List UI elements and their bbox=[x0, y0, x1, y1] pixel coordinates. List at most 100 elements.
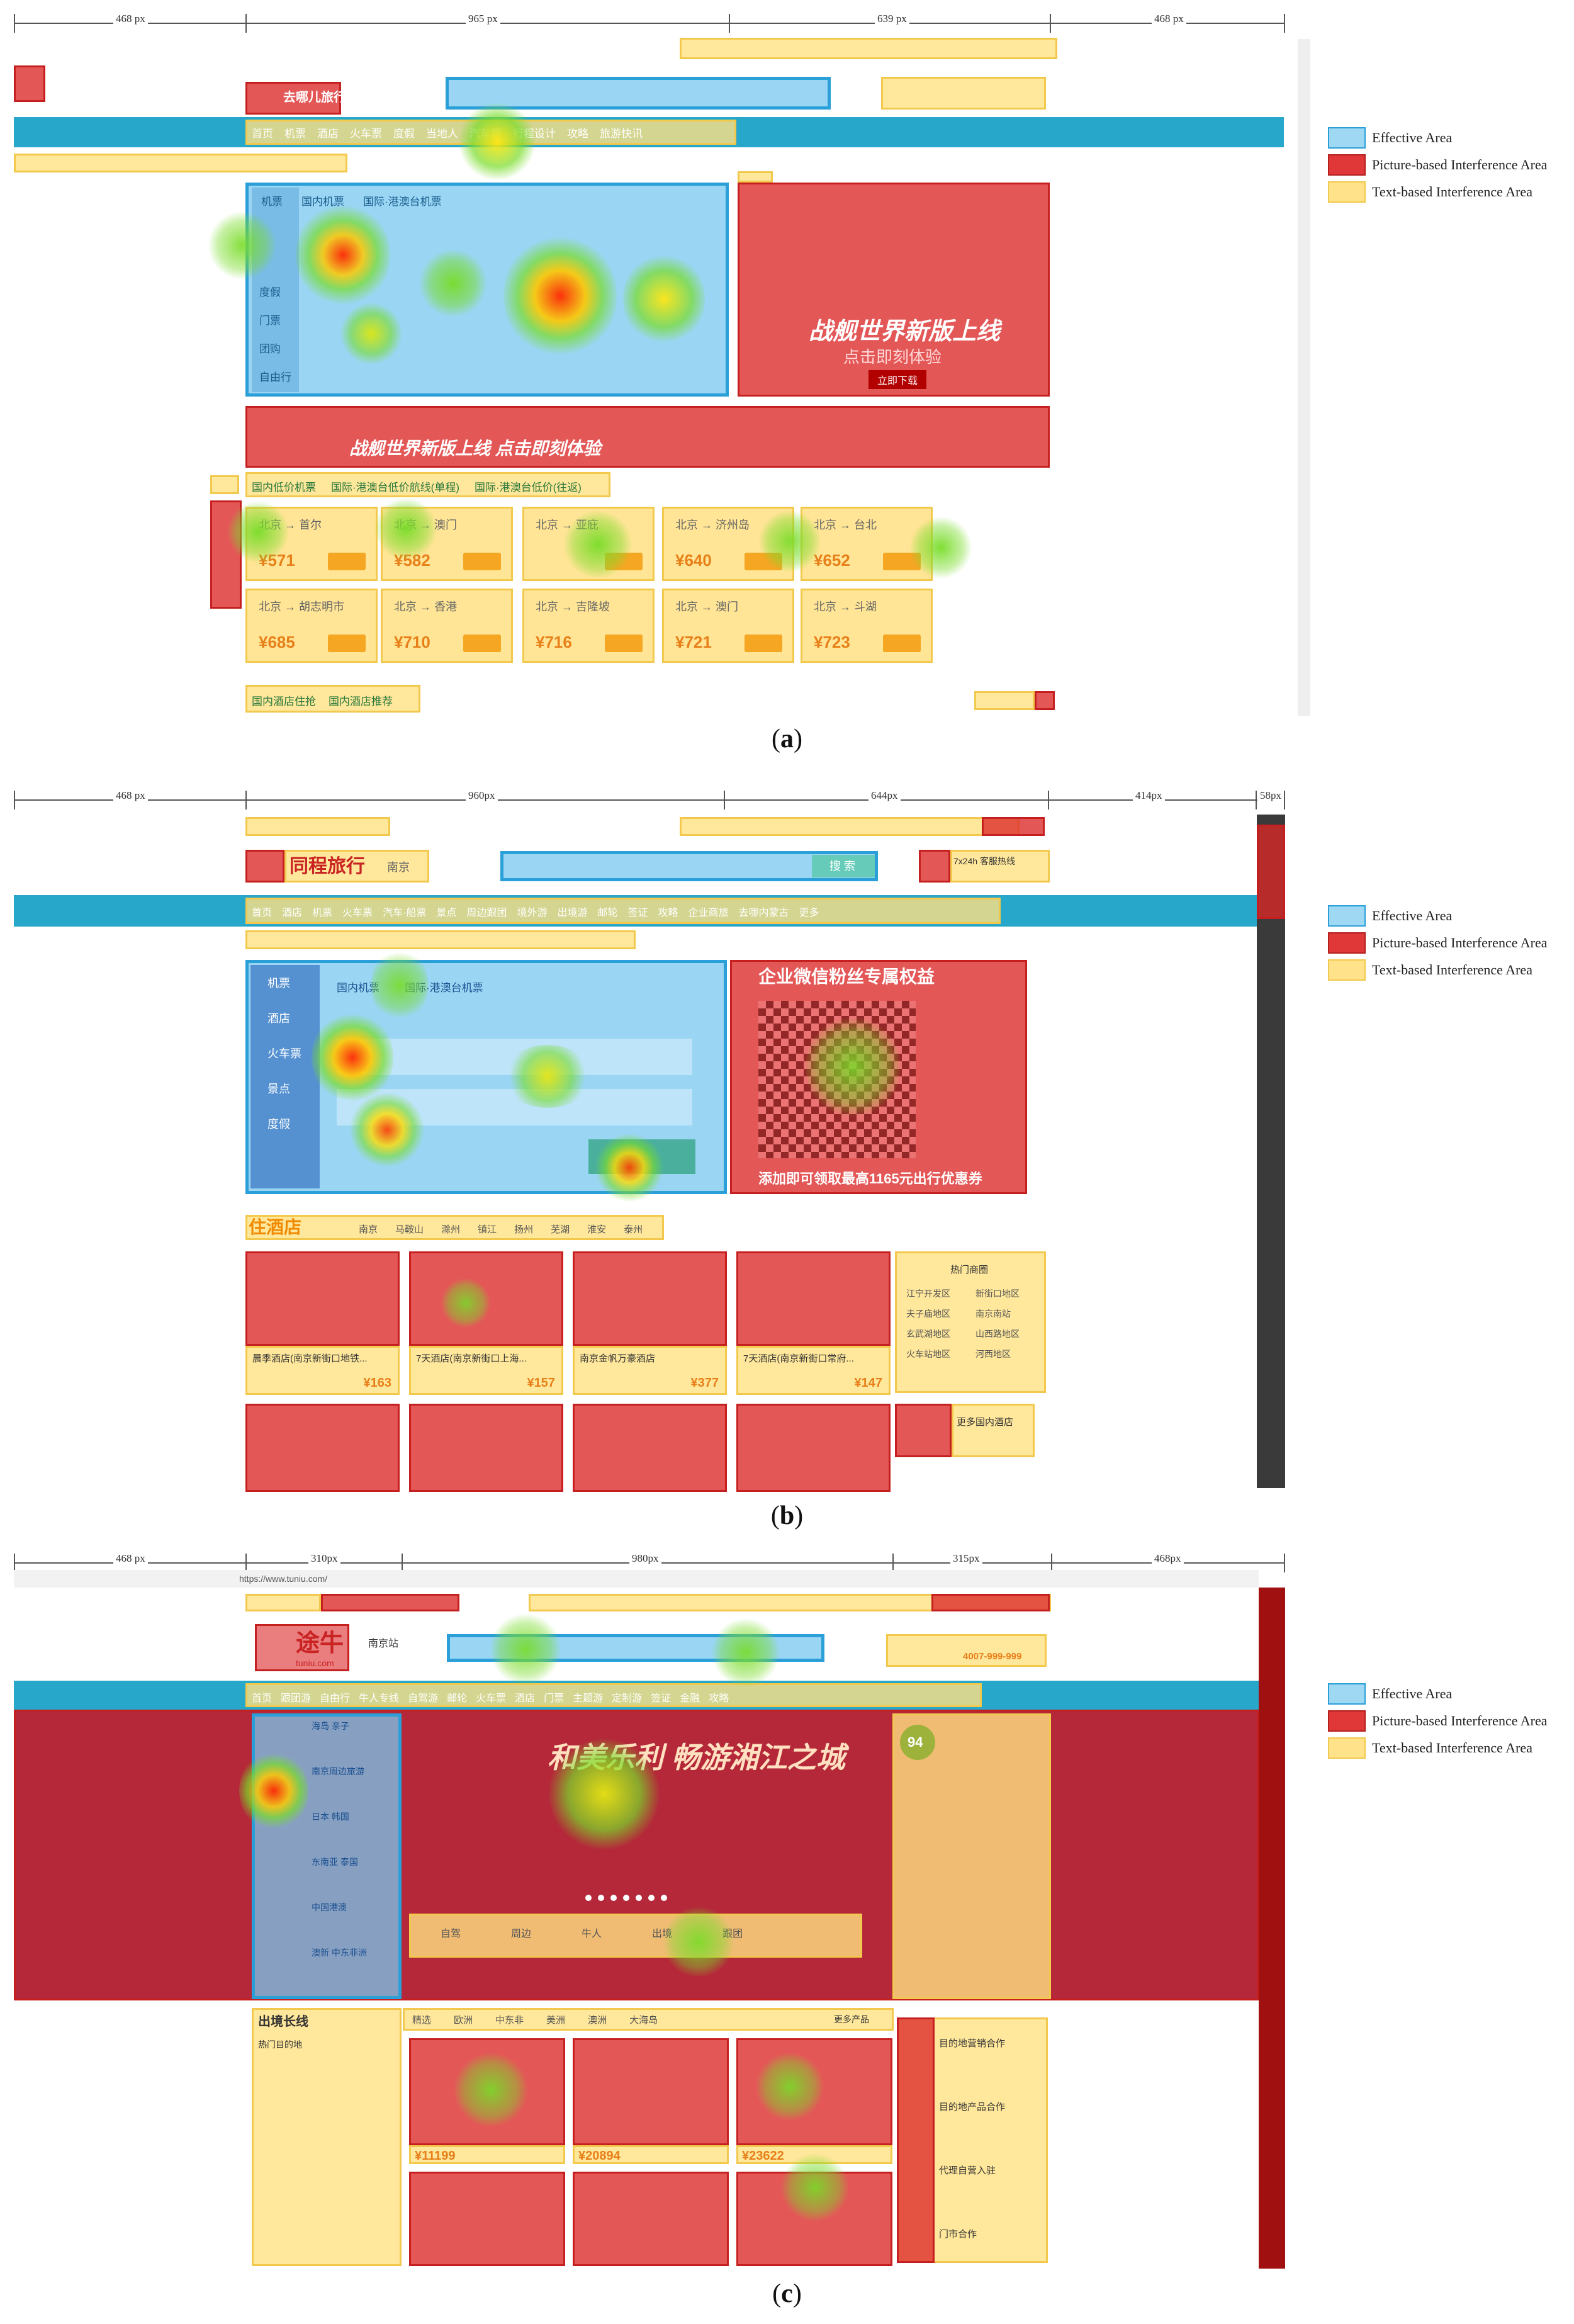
hotel-tabs[interactable] bbox=[245, 685, 420, 713]
hotel-photo[interactable] bbox=[573, 1251, 727, 1346]
right-toolbar[interactable] bbox=[1257, 815, 1285, 1488]
flight-price-card[interactable]: 北京 → 澳门 ¥721 bbox=[662, 589, 794, 663]
nav-item[interactable]: 牛人专线 bbox=[359, 1693, 400, 1704]
side-tab[interactable]: 景点 bbox=[267, 1083, 290, 1095]
nav-items[interactable] bbox=[245, 1683, 982, 1707]
tour-info[interactable]: ¥20894 bbox=[573, 2145, 729, 2164]
book-button[interactable] bbox=[463, 635, 501, 652]
nav-item[interactable]: 跟团游 bbox=[281, 1693, 312, 1704]
search-button[interactable] bbox=[812, 855, 875, 877]
top-icons[interactable] bbox=[931, 1594, 1050, 1611]
nav-item[interactable]: 境外游 bbox=[517, 908, 548, 918]
sub-links[interactable] bbox=[14, 154, 347, 172]
quick-link[interactable]: 周边 bbox=[511, 1929, 532, 1939]
hotel-photo[interactable] bbox=[736, 1404, 891, 1492]
region-tab[interactable]: 澳洲 bbox=[588, 2015, 607, 2026]
hotel-info[interactable]: 南京金帆万豪酒店 ¥377 bbox=[573, 1346, 727, 1395]
category-item[interactable]: 澳新 中东非洲 bbox=[312, 1948, 367, 1958]
partner-item[interactable]: 目的地产品合作 bbox=[939, 2102, 1006, 2112]
hotel-photo[interactable] bbox=[409, 1404, 563, 1492]
corner-ad-icon[interactable] bbox=[14, 65, 45, 102]
book-button[interactable] bbox=[883, 635, 921, 652]
nav-item[interactable]: 当地人 bbox=[426, 128, 458, 140]
carousel-dot[interactable] bbox=[610, 1895, 617, 1901]
flight-price-card[interactable]: 北京 → 香港 ¥710 bbox=[381, 589, 513, 663]
city-tab[interactable]: 镇江 bbox=[478, 1224, 497, 1235]
nav-item[interactable]: 攻略 bbox=[658, 908, 678, 918]
tour-photo[interactable] bbox=[573, 2172, 729, 2266]
city-selector[interactable]: 南京站 bbox=[368, 1639, 399, 1649]
side-tab[interactable]: 团购 bbox=[259, 343, 281, 355]
nav-item[interactable]: 攻略 bbox=[709, 1693, 729, 1704]
hot-area[interactable]: 新街口地区 bbox=[975, 1289, 1020, 1299]
nav-item[interactable]: 更多 bbox=[799, 908, 819, 918]
logo[interactable] bbox=[255, 1624, 349, 1671]
hot-area[interactable]: 火车站地区 bbox=[906, 1349, 950, 1359]
side-tab[interactable]: 度假 bbox=[259, 286, 281, 298]
city-tab[interactable]: 芜湖 bbox=[551, 1224, 570, 1235]
logo-text-box[interactable] bbox=[284, 850, 429, 883]
book-button[interactable] bbox=[605, 635, 643, 652]
search-tab[interactable]: 国际·港澳台机票 bbox=[363, 196, 442, 208]
partner-item[interactable]: 门市合作 bbox=[939, 2229, 977, 2240]
nav-item[interactable]: 定制游 bbox=[612, 1693, 643, 1704]
nav-item[interactable]: 酒店 bbox=[282, 908, 303, 918]
book-button[interactable] bbox=[745, 635, 782, 652]
region-tab[interactable]: 美洲 bbox=[546, 2015, 566, 2026]
search-side-tabs[interactable] bbox=[250, 965, 320, 1188]
category-item[interactable]: 南京周边旅游 bbox=[312, 1766, 364, 1776]
nav-item[interactable]: 首页 bbox=[252, 128, 273, 140]
side-tab[interactable]: 机票 bbox=[267, 977, 290, 990]
app-icons[interactable] bbox=[982, 817, 1045, 836]
region-tabs[interactable] bbox=[403, 2008, 894, 2031]
nav-item[interactable]: 主题游 bbox=[573, 1693, 604, 1704]
hot-area[interactable]: 河西地区 bbox=[975, 1349, 1011, 1359]
region-tab[interactable]: 欧洲 bbox=[454, 2015, 473, 2026]
top-links[interactable] bbox=[680, 817, 1020, 836]
nav-item[interactable]: 火车票 bbox=[476, 1693, 507, 1704]
category-item[interactable]: 日本 韩国 bbox=[312, 1812, 349, 1822]
hotel-photo[interactable] bbox=[573, 1404, 727, 1492]
nav-item[interactable]: 出境游 bbox=[557, 908, 588, 918]
quick-link[interactable]: 牛人 bbox=[582, 1929, 602, 1939]
nav-item[interactable]: 攻略 bbox=[567, 128, 588, 140]
partner-item[interactable]: 代理自营入驻 bbox=[939, 2165, 996, 2176]
more-hotels-image[interactable] bbox=[895, 1404, 952, 1457]
hot-areas[interactable] bbox=[895, 1251, 1046, 1393]
address-bar[interactable]: https://www.tuniu.com/ bbox=[239, 1574, 328, 1584]
flight-tabs[interactable] bbox=[245, 472, 610, 497]
city-tab[interactable]: 扬州 bbox=[514, 1224, 534, 1235]
nav-item[interactable]: 自由行 bbox=[320, 1693, 351, 1704]
nav-item[interactable]: 火车票 bbox=[350, 128, 382, 140]
hotel-photo[interactable] bbox=[245, 1404, 400, 1492]
nav-item[interactable]: 景点 bbox=[436, 908, 457, 918]
hotel-info[interactable]: 7天酒店(南京新街口常府... ¥147 bbox=[736, 1346, 891, 1395]
flight-price-card[interactable]: 北京 → 胡志明市 ¥685 bbox=[245, 589, 378, 663]
close-ad-icon[interactable] bbox=[1035, 691, 1055, 710]
toolbar-ad[interactable] bbox=[1257, 825, 1285, 919]
nav-item[interactable]: 首页 bbox=[252, 1693, 273, 1704]
city-tab[interactable]: 南京 bbox=[359, 1224, 378, 1235]
partner-icons[interactable] bbox=[897, 2017, 935, 2263]
book-button[interactable] bbox=[328, 553, 366, 570]
strip-ad[interactable] bbox=[245, 406, 1050, 468]
nav-item[interactable]: 旅游快讯 bbox=[600, 128, 643, 140]
hot-area[interactable]: 南京南站 bbox=[975, 1309, 1011, 1319]
nav-item[interactable]: 火车票 bbox=[342, 908, 373, 918]
city-tab[interactable]: 滁州 bbox=[441, 1224, 461, 1235]
more-products-link[interactable]: 更多产品 bbox=[834, 2014, 869, 2024]
nav-item[interactable]: 酒店 bbox=[317, 128, 339, 140]
logo[interactable] bbox=[245, 82, 341, 115]
top-ad-strip[interactable] bbox=[321, 1594, 459, 1611]
hot-area[interactable]: 夫子庙地区 bbox=[906, 1309, 950, 1319]
hotel-photo[interactable] bbox=[736, 1251, 891, 1346]
side-tab[interactable]: 门票 bbox=[259, 315, 281, 327]
partner-item[interactable]: 目的地营销合作 bbox=[939, 2038, 1006, 2049]
city-tab[interactable]: 马鞍山 bbox=[395, 1224, 424, 1235]
city-tab[interactable]: 淮安 bbox=[587, 1224, 607, 1235]
sub-links[interactable] bbox=[245, 930, 636, 949]
long-route-sidebar[interactable] bbox=[252, 2008, 402, 2266]
carousel-dot[interactable] bbox=[636, 1895, 642, 1901]
hotel-tab[interactable]: 国内酒店住抢 bbox=[252, 696, 316, 708]
region-tab[interactable]: 精选 bbox=[412, 2015, 432, 2026]
